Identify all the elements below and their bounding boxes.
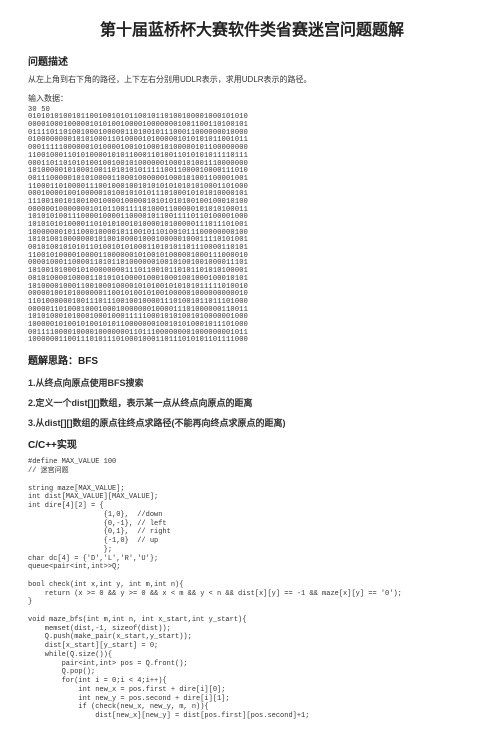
step-2: 2.定义一个dist[][]数组，表示某一点从终点向原点的距离: [28, 397, 476, 409]
solution-heading: 题解思路：BFS: [28, 355, 476, 369]
input-label: 输入数据：: [28, 94, 476, 105]
maze-data: 30 50 0101010100101100100101011001011010…: [28, 107, 476, 345]
step-3: 3.从dist[][]数组的原点往终点求路径(不能再向终点求原点的距离): [28, 417, 476, 429]
problem-description: 从左上角到右下角的路径，上下左右分别用UDLR表示，求用UDLR表示的路径。: [28, 75, 476, 86]
page-title: 第十届蓝桥杯大赛软件类省赛迷宫问题题解: [28, 20, 476, 42]
step-1: 1.从终点向原点使用BFS搜索: [28, 377, 476, 389]
problem-heading: 问题描述: [28, 56, 476, 70]
code-heading: C/C++实现: [28, 439, 476, 453]
cpp-code: #define MAX_VALUE 100 // 迷宫问题 string maz…: [28, 458, 476, 721]
